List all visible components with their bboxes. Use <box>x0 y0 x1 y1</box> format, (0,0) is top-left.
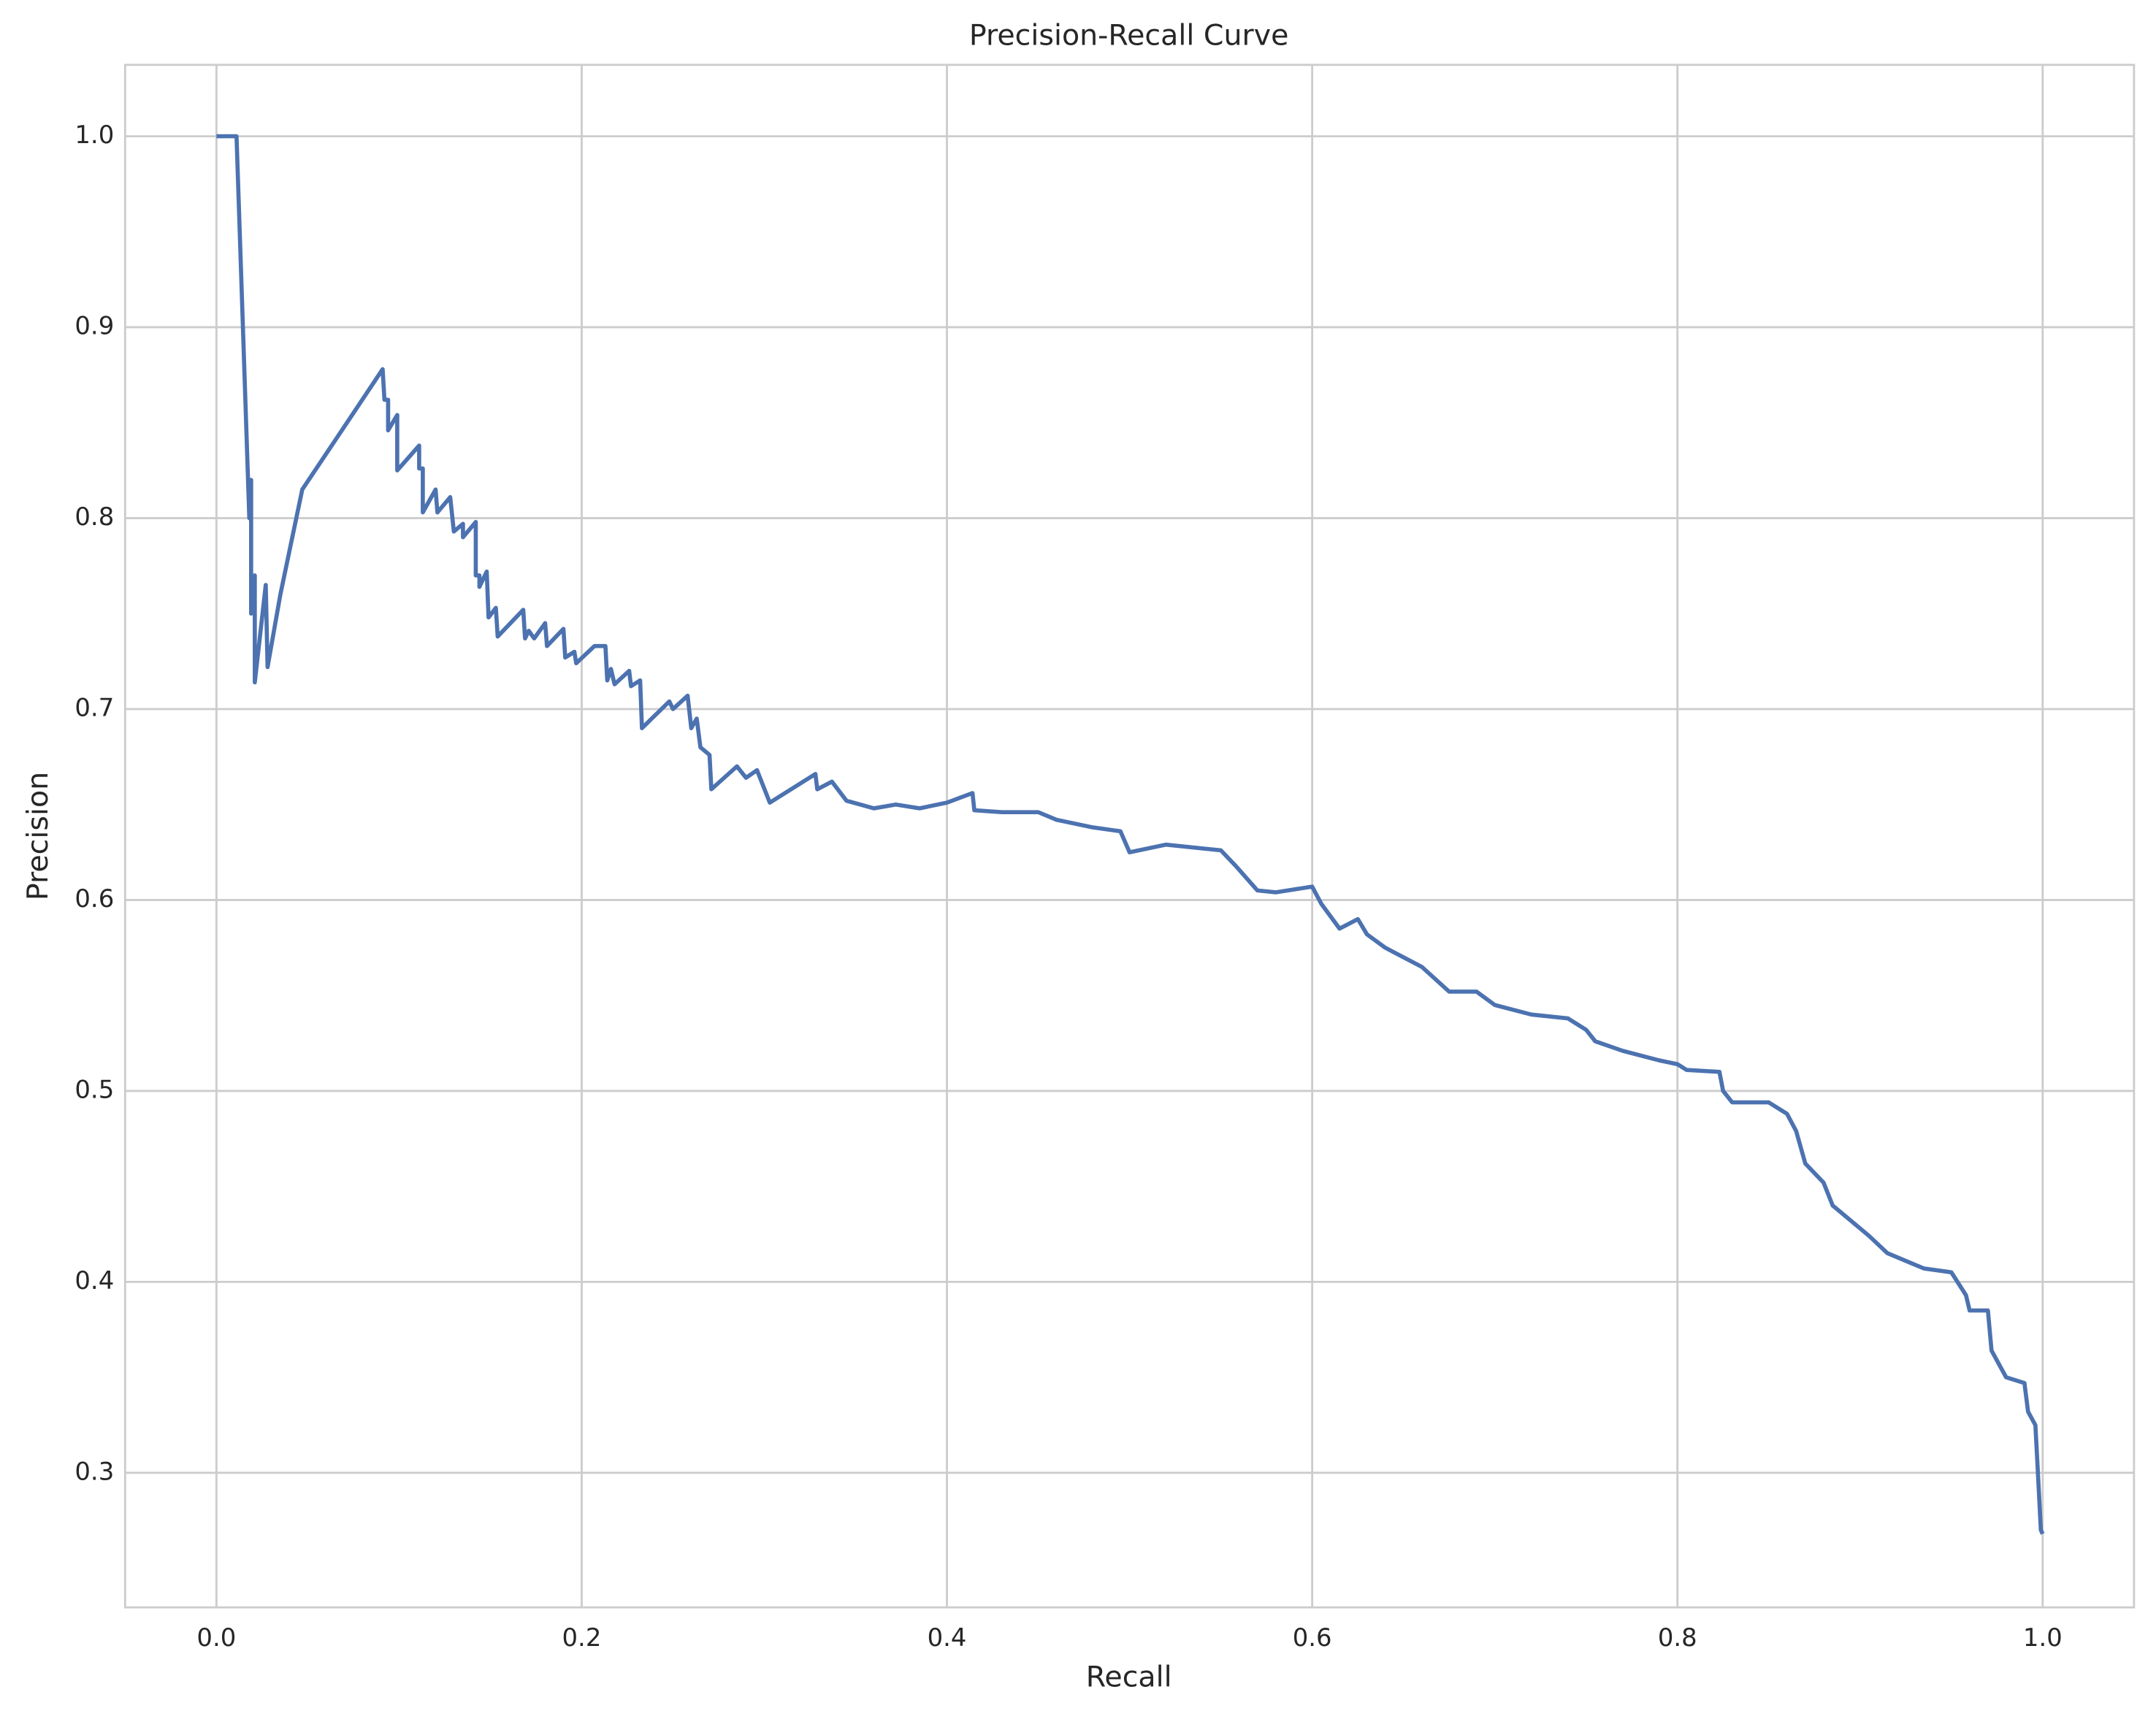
x-tick-label: 0.2 <box>562 1623 602 1652</box>
pr-curve <box>216 134 2045 1535</box>
y-axis-label: Precision <box>21 772 55 900</box>
plot-frame <box>123 64 2136 1609</box>
y-tick-label: 1.0 <box>74 120 114 149</box>
y-tick-label: 0.7 <box>74 693 114 721</box>
y-tick-label: 0.6 <box>74 884 114 913</box>
y-tick-label: 0.3 <box>74 1457 114 1485</box>
grid <box>125 64 2134 1608</box>
y-tick-label: 0.8 <box>74 502 114 531</box>
x-axis-label: Recall <box>1086 1661 1172 1694</box>
y-tick-label: 0.4 <box>74 1266 114 1295</box>
y-tick-label: 0.5 <box>74 1075 114 1103</box>
x-tick-label: 1.0 <box>2023 1623 2063 1652</box>
chart-title: Precision-Recall Curve <box>969 19 1289 53</box>
ticks: 0.0 0.2 0.4 0.6 0.8 1.0 0.3 0.4 0.5 0.6 0.7 0.8 0.9 1… <box>74 120 2062 1652</box>
x-tick-label: 0.6 <box>1293 1623 1332 1652</box>
x-tick-label: 0.4 <box>928 1623 967 1652</box>
x-tick-label: 0.0 <box>196 1623 236 1652</box>
x-tick-label: 0.8 <box>1658 1623 1697 1652</box>
plot-area <box>216 134 2045 1535</box>
y-tick-label: 0.9 <box>74 312 114 340</box>
